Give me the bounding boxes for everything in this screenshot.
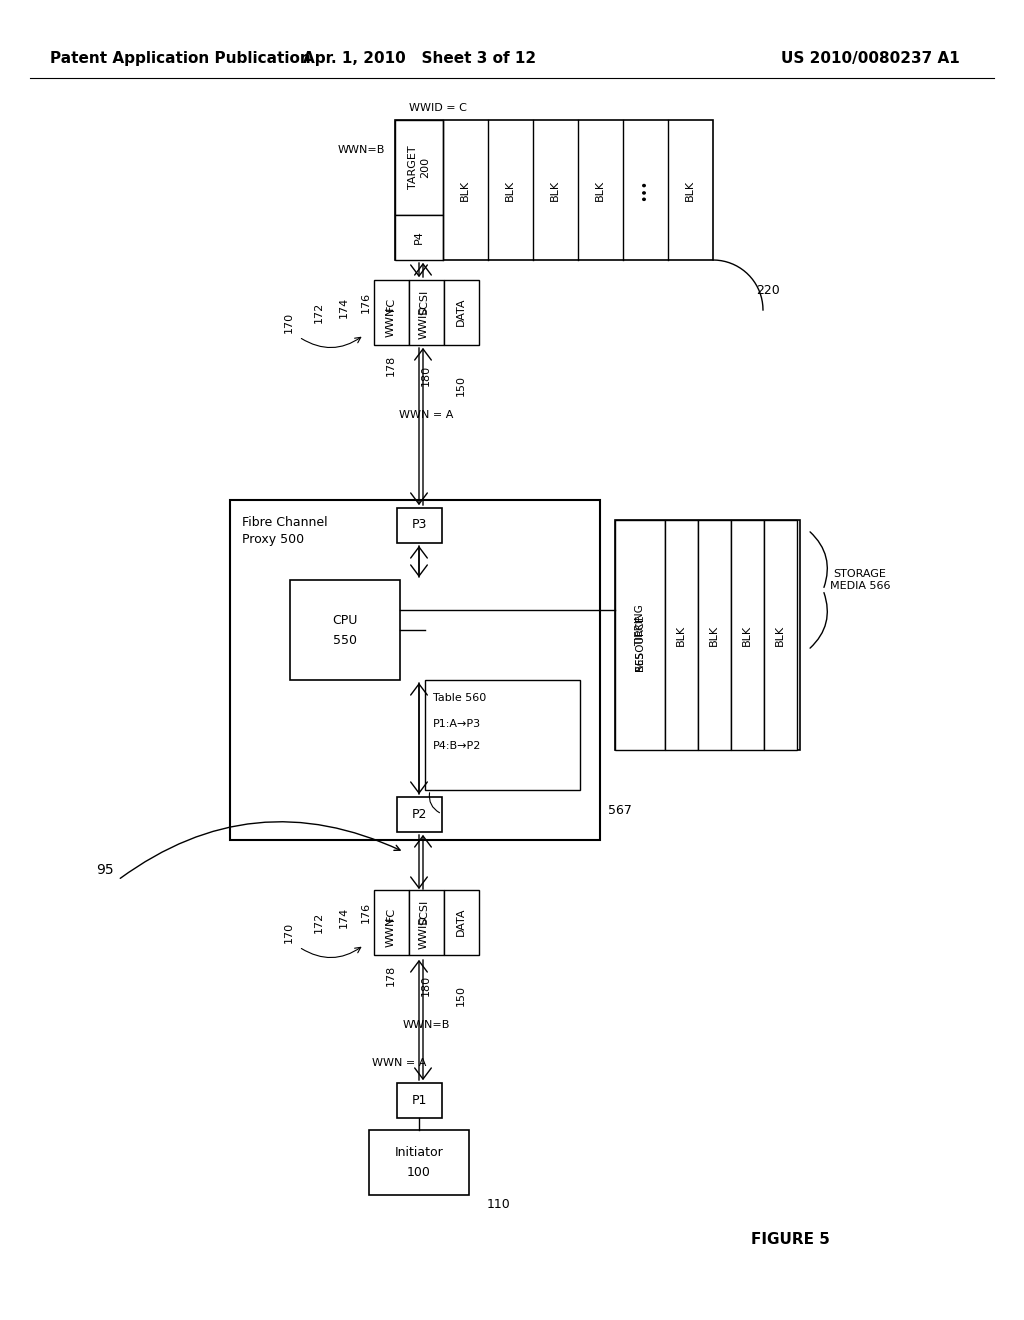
Bar [374, 890, 409, 954]
Text: BLK: BLK [775, 624, 785, 645]
Text: FC: FC [386, 907, 396, 921]
Text: BLK: BLK [595, 180, 605, 201]
Text: 176: 176 [361, 292, 371, 313]
Text: BLK: BLK [460, 180, 470, 201]
Text: 95: 95 [96, 863, 114, 876]
Text: 110: 110 [487, 1199, 511, 1212]
Text: WWN=B: WWN=B [402, 1020, 450, 1030]
Bar [425, 680, 580, 789]
Text: P2: P2 [412, 808, 427, 821]
Text: SCSI: SCSI [419, 899, 429, 924]
Bar [395, 120, 713, 260]
Bar [615, 520, 800, 750]
Bar [230, 500, 600, 840]
Bar [290, 579, 400, 680]
Text: WWN: WWN [386, 306, 396, 337]
Text: BLK: BLK [550, 180, 560, 201]
Text: 178: 178 [386, 354, 396, 376]
Text: SCSI: SCSI [419, 289, 429, 314]
Text: BLK: BLK [685, 180, 695, 201]
Text: 172: 172 [314, 301, 324, 322]
Text: 550: 550 [333, 634, 357, 647]
Text: 150: 150 [456, 985, 466, 1006]
Text: BLK: BLK [709, 624, 719, 645]
Bar [444, 280, 479, 345]
Bar [698, 520, 731, 750]
Text: DATA: DATA [456, 908, 466, 936]
Text: Initiator: Initiator [394, 1146, 443, 1159]
Text: US 2010/0080237 A1: US 2010/0080237 A1 [780, 50, 959, 66]
Text: BLK: BLK [676, 624, 686, 645]
Text: WWID: WWID [419, 305, 429, 339]
Text: WWN: WWN [386, 917, 396, 948]
Bar [409, 890, 444, 954]
Text: 180: 180 [421, 974, 431, 995]
Bar [395, 215, 443, 260]
Text: WWN = A: WWN = A [398, 411, 454, 420]
Bar [615, 520, 665, 750]
Bar [397, 1082, 442, 1118]
Text: DATA: DATA [456, 298, 466, 326]
Text: Proxy 500: Proxy 500 [242, 533, 304, 546]
Text: 220: 220 [756, 284, 780, 297]
Bar [731, 520, 764, 750]
Text: WWID: WWID [419, 915, 429, 949]
Text: WWID = C: WWID = C [409, 103, 467, 114]
Text: 178: 178 [386, 965, 396, 986]
Text: 180: 180 [421, 364, 431, 385]
Text: FIGURE 5: FIGURE 5 [751, 1233, 829, 1247]
Text: 567: 567 [608, 804, 632, 817]
Text: 172: 172 [314, 911, 324, 933]
Bar [395, 120, 443, 215]
Text: 565: 565 [635, 651, 645, 671]
Text: WWN=B: WWN=B [338, 145, 385, 154]
Text: P1:A→P3: P1:A→P3 [433, 719, 481, 729]
Text: CPU: CPU [333, 614, 357, 627]
Text: TIERING: TIERING [635, 605, 645, 645]
Bar [444, 890, 479, 954]
Text: WWN = A: WWN = A [372, 1059, 426, 1068]
Text: P4:B→P2: P4:B→P2 [433, 741, 481, 751]
Bar [374, 280, 409, 345]
Text: 170: 170 [284, 921, 294, 942]
Text: TARGET
200: TARGET 200 [409, 145, 430, 189]
Bar [397, 797, 442, 832]
Text: Apr. 1, 2010   Sheet 3 of 12: Apr. 1, 2010 Sheet 3 of 12 [303, 50, 537, 66]
Text: P1: P1 [412, 1093, 427, 1106]
Bar [665, 520, 698, 750]
Text: Fibre Channel: Fibre Channel [242, 516, 328, 528]
Text: BLK: BLK [505, 180, 515, 201]
Text: 176: 176 [361, 902, 371, 923]
Text: •••: ••• [639, 180, 651, 201]
Text: Table 560: Table 560 [433, 693, 486, 704]
Text: BLK: BLK [742, 624, 752, 645]
Text: Patent Application Publication: Patent Application Publication [50, 50, 310, 66]
Bar [764, 520, 797, 750]
Text: 150: 150 [456, 375, 466, 396]
Text: 174: 174 [339, 907, 349, 928]
Text: 174: 174 [339, 297, 349, 318]
Bar [397, 508, 442, 543]
Text: P3: P3 [412, 519, 427, 532]
Text: RESOURCE: RESOURCE [635, 615, 645, 672]
Bar [409, 280, 444, 345]
Text: 170: 170 [284, 312, 294, 333]
Text: STORAGE
MEDIA 566: STORAGE MEDIA 566 [829, 569, 890, 591]
Text: 100: 100 [408, 1166, 431, 1179]
Text: P4: P4 [414, 230, 424, 244]
Bar [369, 1130, 469, 1195]
Text: FC: FC [386, 297, 396, 312]
